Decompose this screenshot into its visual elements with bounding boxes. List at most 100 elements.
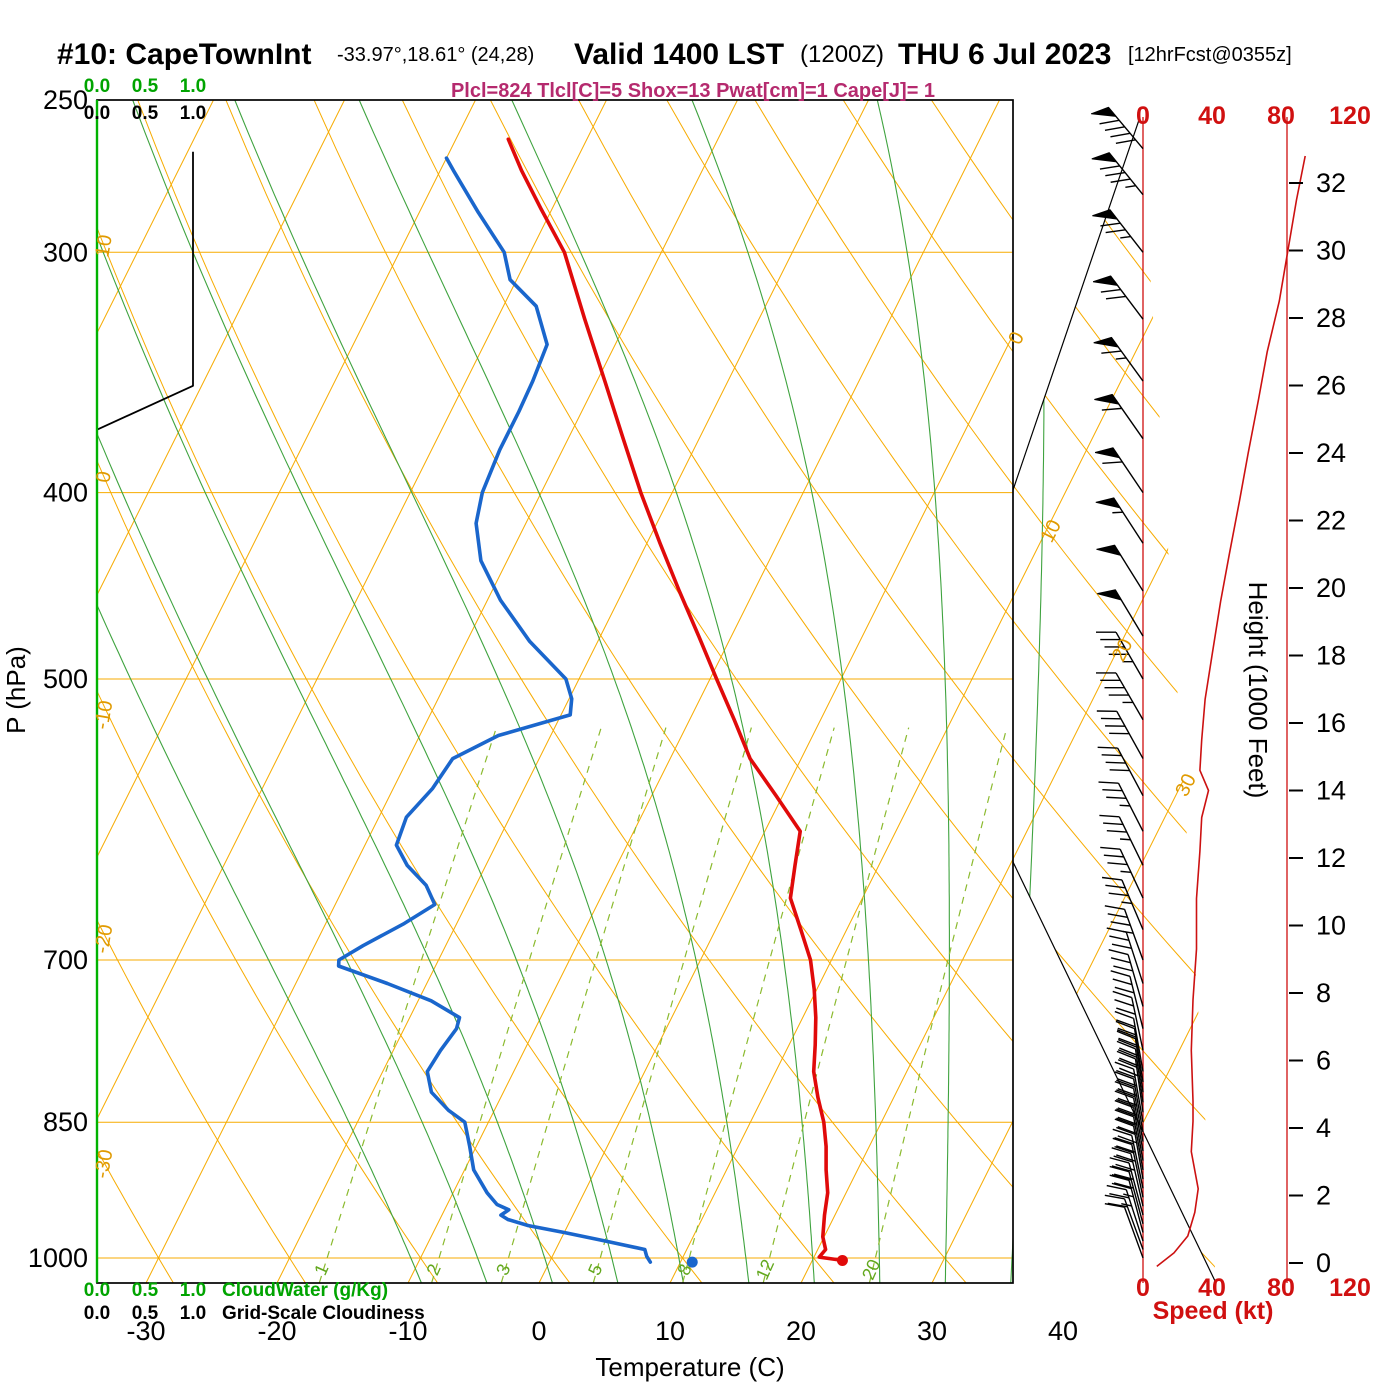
wind-barb-full-tick: [1104, 1203, 1125, 1208]
moist-adiabat-line: [132, 100, 619, 1283]
wind-barb: [1093, 336, 1144, 382]
wind-barb-staff: [1121, 879, 1144, 930]
wind-barb-flag: [1093, 336, 1120, 348]
wind-barb-full-tick: [1116, 1040, 1136, 1050]
wind-barb-full-tick: [1099, 119, 1120, 125]
cloudiness-scale-label-bottom: 0.0: [84, 1303, 110, 1324]
temperature-tick-label: -20: [257, 1316, 296, 1346]
height-tick-label: 22: [1316, 506, 1346, 536]
wind-barb-full-tick: [1115, 1163, 1135, 1171]
dry-adiabat-line: [842, 100, 1216, 1283]
wind-barb-full-tick: [1105, 171, 1126, 177]
moist-adiabat-line: [97, 100, 422, 1283]
wind-barb-staff: [1131, 1144, 1144, 1198]
wind-barb-full-tick: [1099, 814, 1120, 818]
wind-barb: [1100, 846, 1144, 899]
wind-barb-half-tick: [1125, 185, 1136, 189]
skewt-grid: [97, 100, 1216, 1283]
dry-adiabat-label: -30: [91, 1148, 118, 1180]
isotherm-line: [538, 100, 1131, 1283]
wind-barb-full-tick: [1116, 1069, 1136, 1079]
wind-barb: [1095, 497, 1144, 544]
temperature-axis-title: Temperature (C): [595, 1352, 784, 1382]
wind-speed-curve: [1156, 155, 1306, 1268]
wind-barb: [1099, 814, 1144, 866]
isotherm-line: [97, 100, 345, 1283]
wind-barb: [1097, 589, 1144, 637]
wind-barb-full-tick: [1098, 781, 1119, 784]
wind-barb-full-tick: [1104, 905, 1125, 910]
wind-barb-full-tick: [1110, 132, 1131, 138]
wind-barb-full-tick: [1114, 1090, 1134, 1099]
frame-fold-line-upper: [1012, 116, 1141, 491]
wind-barb-staff: [1131, 997, 1144, 1051]
wind-barb-full-tick: [1114, 1071, 1134, 1080]
wind-barb-full-tick: [1110, 921, 1131, 926]
wind-barb: [1116, 1030, 1144, 1093]
wind-barb: [1096, 631, 1144, 680]
wind-barb: [1116, 1040, 1144, 1103]
temperature-tick-label: -30: [126, 1316, 165, 1346]
mixing-ratio-label: 1: [310, 1261, 332, 1278]
dewpoint-curve: [336, 156, 653, 1264]
dry-adiabat-line: [97, 100, 438, 1283]
wind-barb-full-tick: [1114, 1136, 1134, 1145]
dry-adiabat-line: [137, 100, 835, 1283]
wind-barb-staff: [1116, 711, 1144, 759]
mixing-ratio-line: [318, 727, 497, 1283]
wind-barb-full-tick: [1106, 1184, 1127, 1191]
height-tick-label: 4: [1316, 1113, 1331, 1143]
pressure-tick-label: 250: [43, 85, 88, 115]
cloudwater-scale-label-top: 0.5: [132, 76, 159, 97]
wind-barb-full-tick: [1108, 949, 1129, 956]
cloudwater-scale-label-top: 1.0: [180, 76, 206, 97]
wind-barb-staff: [1127, 954, 1144, 1007]
wind-barb-half-tick: [1120, 870, 1132, 873]
wind-barb-full-tick: [1109, 1165, 1130, 1173]
mixing-ratio-label: 12: [752, 1256, 778, 1282]
wind-barb-staff: [1117, 747, 1144, 797]
wind-barb-flag: [1091, 152, 1118, 163]
wind-barb-staff: [1125, 931, 1144, 984]
temperature-curve: [506, 137, 845, 1263]
wind-barb-full-tick: [1116, 1007, 1136, 1015]
mixing-ratio-line: [500, 727, 667, 1283]
cloudwater-scale-label-bottom: 0.0: [84, 1280, 110, 1301]
wind-barb-full-tick: [1114, 1010, 1134, 1020]
wind-barb-staff: [1115, 631, 1144, 680]
wind-barb-full-tick: [1111, 1165, 1132, 1172]
wind-barb-full-tick: [1114, 1109, 1134, 1118]
wind-barb: [1094, 393, 1144, 440]
frame-fold-line-lower: [1012, 861, 1217, 1284]
wind-barb: [1106, 927, 1144, 984]
speed-tick-label-bottom: 0: [1136, 1274, 1150, 1302]
isotherm-line: [97, 100, 214, 1283]
wind-barb-full-tick: [1102, 788, 1123, 792]
wind-barb: [1092, 275, 1144, 320]
wind-barb-full-tick: [1105, 229, 1126, 234]
wind-barb-staff: [1117, 782, 1144, 832]
wind-barb-staff: [1115, 672, 1144, 721]
dry-adiabat-line: [97, 100, 306, 1283]
wind-barb-staff: [1118, 816, 1144, 866]
temperature-tick-label: -10: [388, 1316, 427, 1346]
wind-barb-half-tick: [1119, 838, 1131, 841]
wind-barb-full-tick: [1104, 1194, 1125, 1200]
wind-barb-full-tick: [1117, 1088, 1137, 1097]
speed-axis-title: Speed (kt): [1153, 1297, 1274, 1325]
moist-adiabat-line: [234, 100, 684, 1283]
wind-barb-full-tick: [1114, 986, 1135, 994]
wind-barb-staff: [1132, 1078, 1144, 1133]
wind-barb: [1108, 949, 1144, 1007]
wind-barb-full-tick: [1110, 957, 1131, 964]
cloudiness-legend: Grid-Scale Cloudiness: [222, 1303, 425, 1324]
moist-adiabat-line: [876, 100, 950, 1283]
speed-tick-label-top: 40: [1198, 102, 1226, 130]
mixing-ratio-line: [682, 727, 835, 1283]
wind-barb-flag: [1094, 393, 1121, 405]
wind-barb-full-tick: [1117, 1049, 1137, 1058]
wind-barb-staff: [1119, 848, 1144, 899]
wind-barb-half-tick: [1112, 511, 1123, 514]
